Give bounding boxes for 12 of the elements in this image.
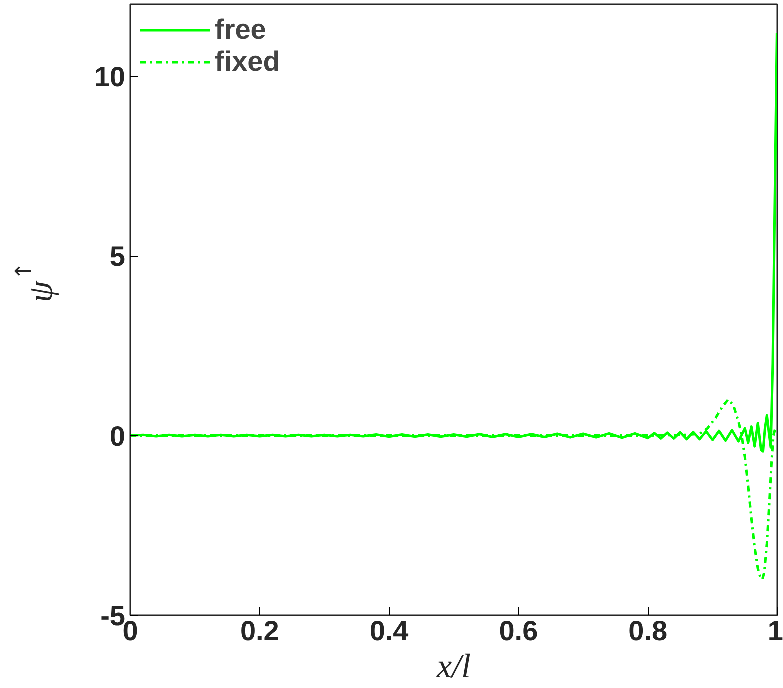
x-tick-label: 0.2 [240, 616, 280, 646]
y-tick-label: 5 [110, 241, 126, 272]
y-tick-label: 10 [94, 61, 126, 92]
y-axis-title: ψ↑ [12, 262, 60, 302]
legend-label: fixed [215, 46, 280, 78]
x-tick-label: 0.8 [628, 616, 668, 646]
legend-label: free [215, 14, 266, 46]
x-tick-label: 1 [768, 616, 783, 646]
x-tick-label: 0.4 [370, 616, 410, 646]
x-tick-label: 0.6 [499, 616, 538, 646]
y-tick-label: 0 [110, 420, 126, 452]
x-axis-title: x/l [436, 648, 471, 686]
